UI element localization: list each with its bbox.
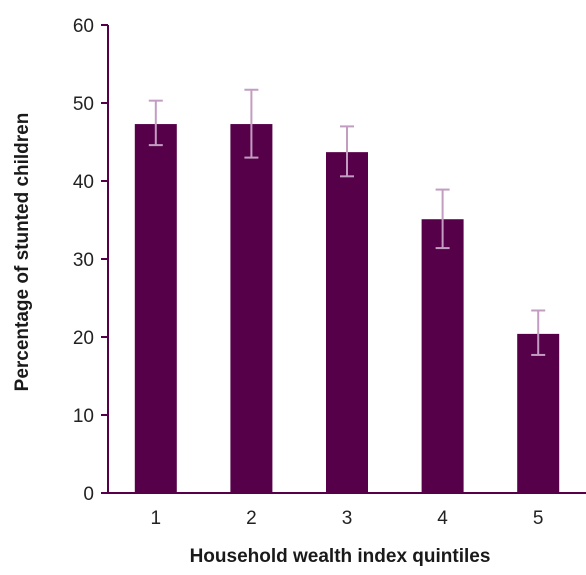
y-ticks: 0 10 20 30 40 50 60 xyxy=(73,16,108,505)
x-ticks: 1 2 3 4 5 xyxy=(151,508,544,529)
bar-2 xyxy=(230,124,273,493)
bar-5 xyxy=(517,333,560,493)
bar-1 xyxy=(134,124,177,493)
x-axis-title: Household wealth index quintiles xyxy=(190,546,491,567)
y-axis-title: Percentage of stunted children xyxy=(12,113,33,392)
y-tick-label: 10 xyxy=(73,406,94,427)
y-tick-label: 20 xyxy=(73,328,94,349)
error-bar-3 xyxy=(340,125,354,178)
x-tick-label: 2 xyxy=(246,508,257,529)
x-tick-label: 3 xyxy=(342,508,353,529)
y-tick-label: 0 xyxy=(83,484,94,505)
y-tick-label: 30 xyxy=(73,250,94,271)
bar-4 xyxy=(421,219,464,493)
y-tick-label: 40 xyxy=(73,172,94,193)
error-bar-5 xyxy=(531,309,546,356)
y-tick-label: 50 xyxy=(73,94,94,115)
x-tick-label: 5 xyxy=(533,508,544,529)
x-tick-label: 4 xyxy=(437,508,448,529)
bar-3 xyxy=(326,152,368,493)
bars-layer xyxy=(134,124,560,493)
error-bar-4 xyxy=(435,188,450,250)
error-bars-layer xyxy=(148,88,546,356)
y-tick-label: 60 xyxy=(73,16,94,37)
error-bar-2 xyxy=(244,88,259,159)
x-tick-label: 1 xyxy=(151,508,162,529)
error-bar-1 xyxy=(148,99,163,147)
